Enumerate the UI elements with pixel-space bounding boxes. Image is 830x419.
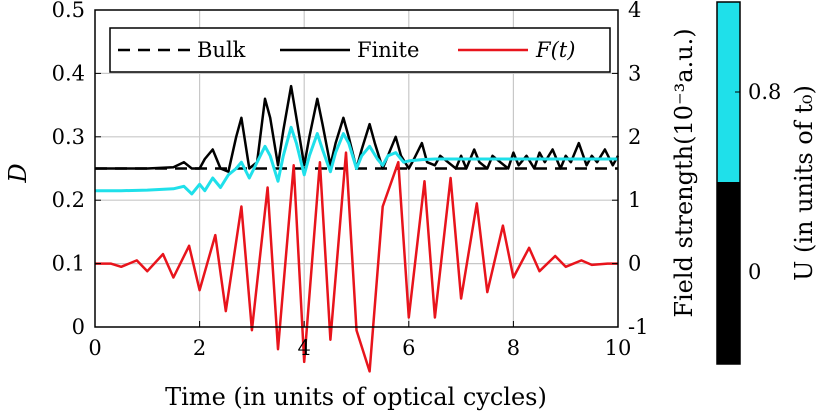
legend-label-finite: Finite	[357, 38, 419, 62]
plot-frame	[94, 9, 619, 328]
y-tick-label-right: 1	[628, 188, 641, 212]
x-axis-label: Time (in units of optical cycles)	[165, 383, 547, 411]
colorbar-tick-label-high: 0.8	[748, 80, 781, 104]
y-axis-label-right: Field strength(10⁻³a.u.)	[670, 28, 698, 317]
y-tick-label-right: -1	[628, 315, 648, 339]
x-tick-label: 8	[507, 336, 520, 360]
y-tick-label-left: 0	[72, 315, 85, 339]
colorbar-label: U (in units of t₀)	[790, 85, 818, 281]
x-tick-label: 6	[402, 336, 415, 360]
colorbar-segment-low	[717, 182, 740, 364]
x-tick-label: 4	[298, 336, 311, 360]
legend: Bulk Finite F(t)	[109, 27, 611, 73]
y-tick-label-left: 0.4	[52, 61, 85, 85]
colorbar-segment-high	[717, 2, 740, 182]
legend-label-field: F(t)	[535, 38, 575, 62]
series-line-f-t	[95, 151, 618, 373]
y-tick-label-right: 0	[628, 252, 641, 276]
series-line-finite	[95, 84, 620, 173]
colorbar: 0.8 0 U (in units of t₀)	[716, 1, 818, 365]
y-tick-label-left: 0.2	[52, 188, 85, 212]
y-tick-label-left: 0.1	[52, 252, 85, 276]
y-tick-label-left: 0.5	[52, 0, 85, 22]
y-tick-label-left: 0.3	[52, 125, 85, 149]
y-tick-label-right: 3	[628, 61, 641, 85]
y-axis-label-left: D	[4, 163, 32, 183]
x-tick-label: 0	[88, 336, 101, 360]
y-tick-label-right: 2	[628, 125, 641, 149]
axis-ticks: 0 2 4 6 8 10 0 0.1 0.2 0.3 0.4 0.5 -1 0 1 2 3 4	[52, 0, 649, 360]
series-layer	[95, 84, 620, 373]
x-tick-label: 10	[605, 336, 632, 360]
x-tick-label: 2	[193, 336, 206, 360]
series-line-u-0-8	[95, 125, 618, 196]
colorbar-frame	[716, 1, 741, 365]
legend-label-bulk: Bulk	[197, 38, 246, 62]
colorbar-tick-label-low: 0	[748, 260, 761, 284]
y-tick-label-right: 4	[628, 0, 641, 22]
